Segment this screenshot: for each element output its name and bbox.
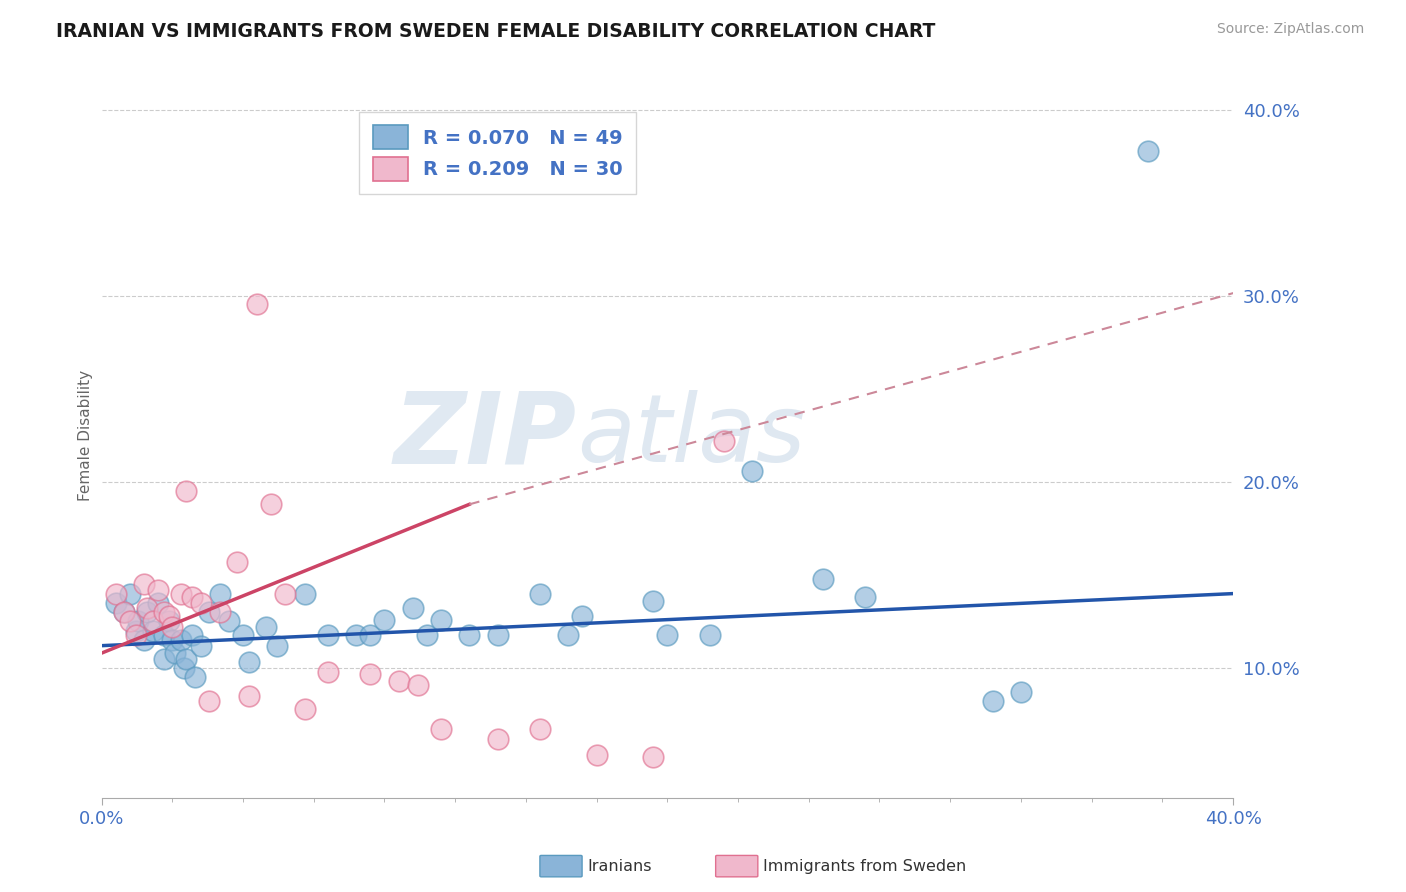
Point bbox=[458, 627, 481, 641]
Point bbox=[260, 497, 283, 511]
Text: ZIP: ZIP bbox=[394, 387, 576, 484]
Point bbox=[173, 661, 195, 675]
Point bbox=[387, 673, 409, 688]
Point bbox=[585, 748, 607, 763]
Point bbox=[557, 627, 579, 641]
Point bbox=[226, 555, 249, 569]
Point bbox=[430, 613, 453, 627]
Point bbox=[232, 627, 254, 641]
Point bbox=[118, 615, 141, 629]
Point bbox=[198, 605, 221, 619]
Point bbox=[853, 591, 876, 605]
Point bbox=[294, 586, 316, 600]
Point bbox=[209, 605, 232, 619]
Point bbox=[170, 586, 193, 600]
Point bbox=[741, 464, 763, 478]
Text: Source: ZipAtlas.com: Source: ZipAtlas.com bbox=[1216, 22, 1364, 37]
Point bbox=[486, 731, 509, 746]
Point bbox=[486, 627, 509, 641]
Point bbox=[811, 572, 834, 586]
Point bbox=[153, 605, 176, 619]
Point bbox=[112, 605, 135, 619]
Point bbox=[359, 666, 381, 681]
Point bbox=[181, 627, 204, 641]
Point bbox=[238, 656, 260, 670]
Point bbox=[135, 605, 157, 619]
Point bbox=[981, 694, 1004, 708]
Point bbox=[246, 296, 269, 310]
Point bbox=[254, 620, 277, 634]
Text: IRANIAN VS IMMIGRANTS FROM SWEDEN FEMALE DISABILITY CORRELATION CHART: IRANIAN VS IMMIGRANTS FROM SWEDEN FEMALE… bbox=[56, 22, 935, 41]
Point bbox=[1010, 685, 1032, 699]
Point bbox=[430, 723, 453, 737]
Text: Iranians: Iranians bbox=[588, 859, 652, 873]
Point bbox=[159, 615, 181, 629]
Point bbox=[132, 577, 155, 591]
Point bbox=[190, 596, 212, 610]
Point bbox=[124, 624, 146, 638]
Point bbox=[153, 627, 176, 641]
Point bbox=[529, 723, 551, 737]
Point bbox=[643, 594, 665, 608]
Y-axis label: Female Disability: Female Disability bbox=[79, 370, 93, 501]
Point bbox=[181, 591, 204, 605]
Point bbox=[529, 586, 551, 600]
Point bbox=[104, 596, 127, 610]
Point bbox=[135, 601, 157, 615]
Point bbox=[571, 608, 593, 623]
Point bbox=[104, 586, 127, 600]
Legend: R = 0.070   N = 49, R = 0.209   N = 30: R = 0.070 N = 49, R = 0.209 N = 30 bbox=[359, 112, 637, 194]
Point bbox=[176, 651, 198, 665]
Point bbox=[159, 608, 181, 623]
Point bbox=[141, 615, 163, 629]
Point bbox=[359, 627, 381, 641]
Point bbox=[209, 586, 232, 600]
Text: atlas: atlas bbox=[576, 390, 806, 481]
Point bbox=[127, 615, 149, 629]
Point bbox=[416, 627, 439, 641]
Point bbox=[165, 646, 187, 660]
Text: Immigrants from Sweden: Immigrants from Sweden bbox=[763, 859, 967, 873]
Point bbox=[274, 586, 297, 600]
Point bbox=[344, 627, 367, 641]
Point bbox=[153, 651, 176, 665]
Point bbox=[146, 596, 169, 610]
Point bbox=[699, 627, 721, 641]
Point bbox=[713, 434, 735, 449]
Point bbox=[218, 615, 240, 629]
Point bbox=[170, 633, 193, 648]
Point bbox=[190, 639, 212, 653]
Point bbox=[316, 665, 339, 679]
Point bbox=[198, 694, 221, 708]
Point bbox=[124, 627, 146, 641]
Point bbox=[266, 639, 288, 653]
Point bbox=[657, 627, 679, 641]
Point bbox=[643, 750, 665, 764]
Point bbox=[141, 624, 163, 638]
Point bbox=[294, 702, 316, 716]
Point bbox=[162, 633, 184, 648]
Point bbox=[132, 633, 155, 648]
Point bbox=[402, 601, 425, 615]
Point bbox=[316, 627, 339, 641]
Point bbox=[238, 689, 260, 703]
Point bbox=[146, 582, 169, 597]
Point bbox=[373, 613, 395, 627]
Point bbox=[162, 620, 184, 634]
Point bbox=[176, 484, 198, 499]
Point bbox=[118, 586, 141, 600]
Point bbox=[408, 678, 430, 692]
Point bbox=[1137, 144, 1160, 158]
Point bbox=[184, 670, 207, 684]
Point bbox=[112, 605, 135, 619]
